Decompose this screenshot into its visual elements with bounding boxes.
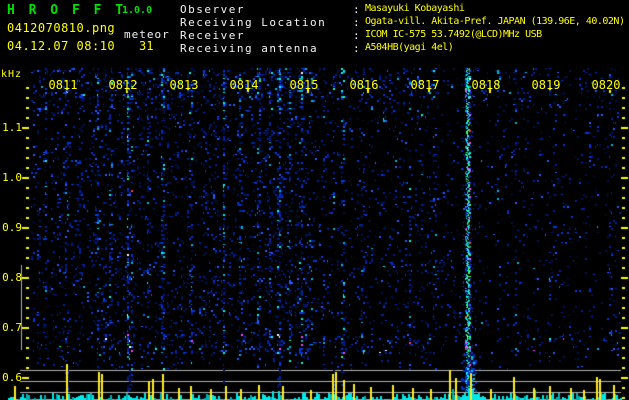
meteor-count: 31 — [139, 39, 154, 53]
time-tick-label: 0811 — [48, 78, 78, 92]
time-tick-label: 0818 — [471, 78, 501, 92]
receiving-antenna-value: A504HB(yagi 4el) — [365, 42, 454, 53]
time-tick-label: 0820 — [591, 78, 621, 92]
freq-tick-label: 0.8 — [2, 271, 22, 284]
receiving-antenna-row: Receiving antenna : A504HB(yagi 4el) — [0, 42, 629, 55]
app-version: 1.0.0 — [122, 5, 153, 16]
observer-label: Observer — [180, 3, 245, 16]
separator: : — [353, 3, 360, 16]
time-tick-label: 0819 — [531, 78, 561, 92]
receiving-location-row: Receiving Location : Ogata-vill. Akita-P… — [0, 16, 629, 29]
observer-row: Observer : Masayuki Kobayashi — [0, 3, 629, 16]
freq-tick-label: 1.0 — [2, 171, 22, 184]
receiving-location-value: Ogata-vill. Akita-Pref. JAPAN (139.96E, … — [365, 16, 625, 27]
time-tick-label: 0814 — [229, 78, 259, 92]
freq-tick-label: 1.1 — [2, 121, 22, 134]
separator: : — [353, 42, 360, 55]
freq-tick-label: 0.7 — [2, 321, 22, 334]
app-title: H R O F F T — [7, 3, 127, 18]
receiver-value: ICOM IC-575 53.7492(@LCD)MHz USB — [365, 29, 542, 40]
freq-axis-unit: kHz — [1, 69, 23, 80]
output-filename: 0412070810.png — [7, 21, 116, 35]
time-tick-label: 0815 — [289, 78, 319, 92]
freq-tick-label: 0.9 — [2, 221, 22, 234]
freq-tick-label: 0.6 — [2, 371, 22, 384]
separator: : — [353, 16, 360, 29]
time-tick-label: 0817 — [410, 78, 440, 92]
receiving-location-label: Receiving Location — [180, 16, 327, 29]
observer-value: Masayuki Kobayashi — [365, 3, 465, 14]
separator: : — [353, 29, 360, 42]
mode-label: meteor — [124, 28, 170, 41]
time-tick-label: 0813 — [169, 78, 199, 92]
receiver-row: Receiver : ICOM IC-575 53.7492(@LCD)MHz … — [0, 29, 629, 42]
receiving-antenna-label: Receiving antenna — [180, 42, 319, 55]
receiver-label: Receiver — [180, 29, 245, 42]
observation-datetime: 04.12.07 08:10 — [7, 39, 116, 53]
time-tick-label: 0812 — [108, 78, 138, 92]
time-tick-label: 0816 — [349, 78, 379, 92]
